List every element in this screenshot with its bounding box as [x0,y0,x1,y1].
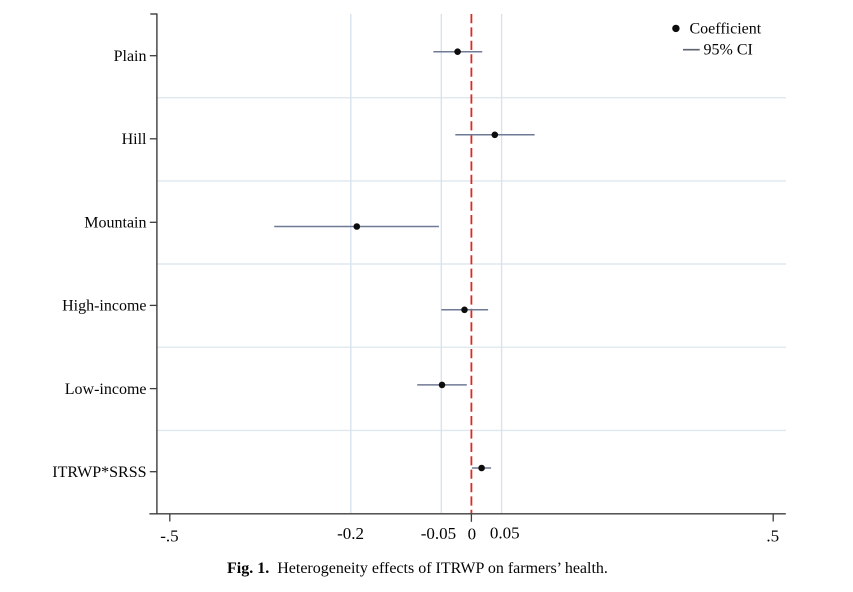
svg-text:High-income: High-income [62,298,146,315]
svg-text:-0.05: -0.05 [421,524,456,543]
svg-text:Low-income: Low-income [65,381,147,398]
svg-text:Plain: Plain [114,48,147,65]
svg-text:ITRWP*SRSS: ITRWP*SRSS [52,464,146,481]
svg-text:Hill: Hill [122,131,147,148]
svg-text:Mountain: Mountain [84,215,146,232]
svg-text:0: 0 [468,524,477,543]
svg-text:-.5: -.5 [160,527,178,546]
svg-text:.5: .5 [766,527,779,546]
svg-text:Fig. 1.Heterogeneity effects o: Fig. 1. Heterogeneity effects of ITRWP on… [227,560,608,577]
svg-text:95% CI: 95% CI [704,41,753,58]
svg-text:-0.2: -0.2 [337,524,364,543]
svg-text:Coefficient: Coefficient [690,20,762,37]
svg-text:0.05: 0.05 [490,524,520,543]
